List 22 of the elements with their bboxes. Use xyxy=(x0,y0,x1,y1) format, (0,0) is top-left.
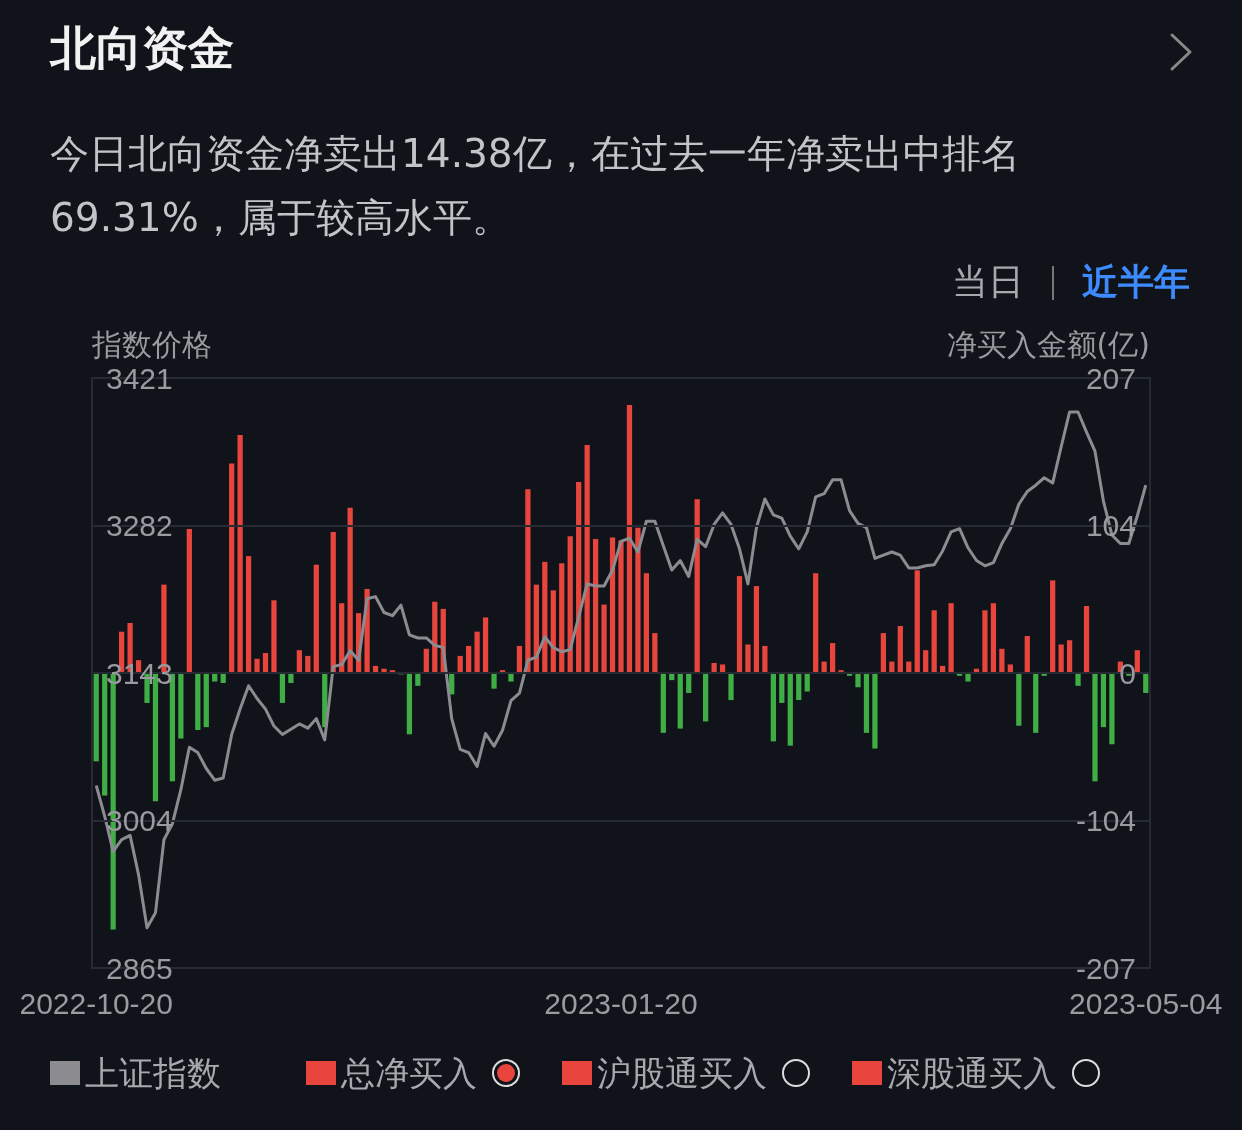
legend-label: 总净买入 xyxy=(340,1053,477,1093)
y-tick-label: 2865 xyxy=(106,951,173,985)
x-tick-label: 2022-10-20 xyxy=(19,986,173,1020)
x-tick-label: 2023-01-20 xyxy=(544,986,698,1020)
y-tick-label: 3282 xyxy=(106,509,173,542)
x-tick-label: 2023-05-04 xyxy=(1069,986,1223,1020)
text: 当日 xyxy=(952,260,1024,304)
y2-tick-label: 207 xyxy=(1085,361,1136,395)
chart-title: 北向资金 xyxy=(50,20,234,77)
y2-tick-label: 0 xyxy=(1119,656,1136,690)
chart-subtitle: 今日北向资金净卖出14.38亿，在过去一年净卖出中排名69.31%，属于较高水平。 xyxy=(50,130,1021,242)
legend-label: 深股通买入 xyxy=(887,1053,1057,1093)
y2-axis-title: 净买入金额(亿) xyxy=(946,326,1150,364)
y2-tick-label: -104 xyxy=(1075,804,1136,837)
y-axis-title: 指数价格 xyxy=(92,326,212,364)
legend-label: 上证指数 xyxy=(85,1053,221,1093)
y-tick-label: 3421 xyxy=(106,361,173,395)
legend-label: 沪股通买入 xyxy=(597,1053,767,1093)
y2-tick-label: -207 xyxy=(1075,951,1136,985)
y2-tick-label: 104 xyxy=(1085,509,1136,542)
text: 近半年 xyxy=(1082,260,1190,304)
y-tick-label: 3004 xyxy=(106,804,173,837)
